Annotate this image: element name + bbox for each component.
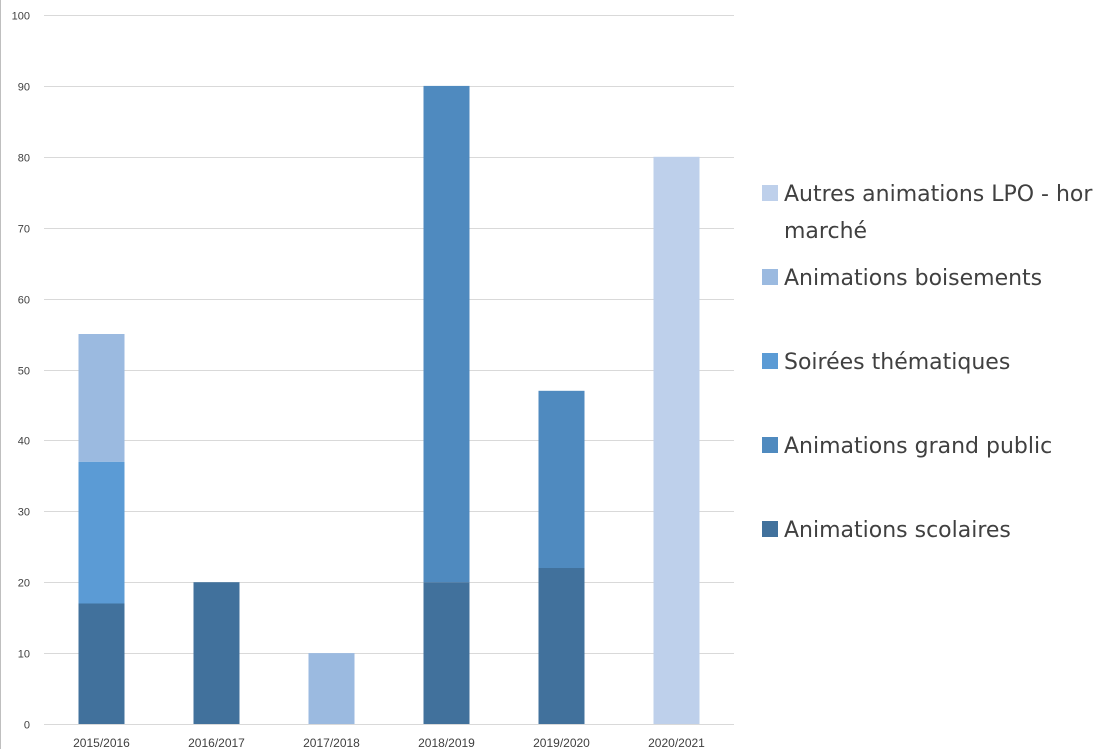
legend-label: Animations boisements bbox=[784, 266, 1042, 291]
bar-segment bbox=[653, 156, 700, 725]
legend-swatch bbox=[762, 521, 778, 537]
y-tick-label: 70 bbox=[18, 224, 30, 236]
legend-label: Animations scolaires bbox=[784, 518, 1011, 543]
legend-label: Soirées thématiques bbox=[784, 350, 1010, 375]
bar-segment bbox=[78, 603, 125, 724]
y-tick-label: 50 bbox=[18, 366, 30, 378]
y-tick-label: 60 bbox=[18, 295, 30, 307]
bar-segment bbox=[423, 582, 470, 724]
x-category-label: 2018/2019 bbox=[418, 736, 475, 749]
y-tick-label: 0 bbox=[24, 720, 30, 732]
y-tick-label: 30 bbox=[18, 507, 30, 519]
bar-segment bbox=[193, 582, 240, 724]
bar-segment bbox=[538, 568, 585, 724]
y-tick-label: 100 bbox=[12, 11, 30, 23]
gridlines bbox=[44, 15, 734, 725]
y-tick-label: 10 bbox=[18, 649, 30, 661]
y-axis-tick-labels: 0 10 20 30 40 50 60 70 80 90 100 bbox=[12, 11, 30, 732]
y-tick-label: 40 bbox=[18, 436, 30, 448]
y-tick-label: 20 bbox=[18, 578, 30, 590]
legend-swatch bbox=[762, 353, 778, 369]
x-category-label: 2020/2021 bbox=[648, 736, 705, 749]
x-category-label: 2017/2018 bbox=[303, 736, 360, 749]
y-tick-label: 90 bbox=[18, 82, 30, 94]
x-category-label: 2016/2017 bbox=[188, 736, 245, 749]
bars bbox=[78, 85, 700, 725]
legend-label: marché bbox=[784, 219, 867, 244]
x-category-label: 2019/2020 bbox=[533, 736, 590, 749]
legend-swatch bbox=[762, 185, 778, 201]
bar-segment bbox=[423, 85, 470, 583]
legend-label: Animations grand public bbox=[784, 434, 1052, 459]
x-category-label: 2015/2016 bbox=[73, 736, 130, 749]
bar-segment bbox=[538, 390, 585, 568]
legend-swatch bbox=[762, 269, 778, 285]
legend-label: Autres animations LPO - hor bbox=[784, 182, 1093, 207]
legend-swatch bbox=[762, 437, 778, 453]
bar-segment bbox=[308, 653, 355, 724]
bar-segment bbox=[78, 334, 125, 462]
bar-segment bbox=[78, 461, 125, 604]
legend: Autres animations LPO - hor marché Animati… bbox=[762, 182, 1093, 543]
x-axis-category-labels: 2015/2016 2016/2017 2017/2018 2018/2019 2019… bbox=[73, 736, 705, 749]
y-tick-label: 80 bbox=[18, 153, 30, 165]
